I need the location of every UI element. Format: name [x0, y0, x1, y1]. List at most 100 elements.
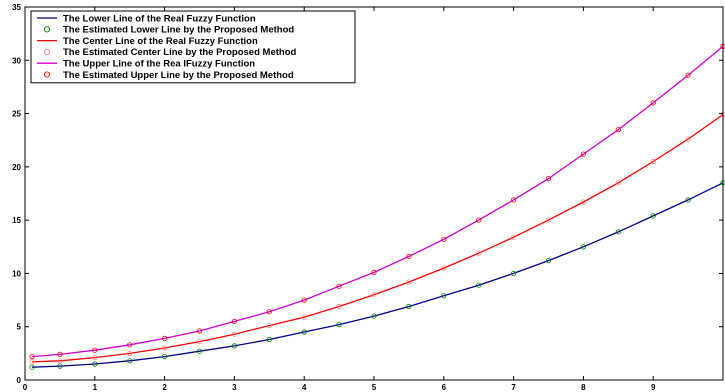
data-point — [545, 257, 552, 264]
data-point — [336, 303, 342, 310]
data-point — [162, 345, 168, 351]
series-3 — [29, 112, 725, 365]
data-point — [441, 265, 447, 271]
x-tick-label: 9 — [651, 383, 656, 392]
data-point — [650, 158, 656, 165]
x-tick-label: 3 — [232, 383, 237, 392]
data-point — [57, 351, 63, 357]
data-point — [266, 322, 272, 329]
x-tick-label: 2 — [162, 383, 167, 392]
data-point — [476, 282, 482, 288]
data-point — [231, 331, 237, 337]
data-point — [406, 279, 412, 285]
data-point — [92, 347, 98, 353]
legend-label: The Upper Line of the Rea lFuzzy Functio… — [63, 59, 255, 70]
legend-item: The Upper Line of the Rea lFuzzy Functio… — [37, 59, 255, 70]
data-point — [580, 199, 587, 205]
legend-box — [30, 10, 356, 84]
data-point — [510, 270, 517, 276]
data-point — [127, 342, 133, 348]
series-line — [31, 114, 724, 363]
data-point — [162, 353, 168, 360]
y-tick-label: 25 — [12, 110, 21, 119]
data-point — [92, 354, 98, 361]
data-point — [196, 338, 203, 345]
data-point — [196, 348, 203, 354]
x-tick-label: 1 — [93, 383, 98, 392]
data-point — [127, 358, 133, 364]
data-point — [196, 328, 203, 334]
series-2 — [31, 114, 724, 363]
data-point — [29, 359, 35, 365]
data-point — [685, 136, 691, 142]
data-point — [127, 350, 133, 356]
x-tick-label: 8 — [581, 383, 586, 392]
series-0 — [31, 182, 724, 368]
data-point — [301, 314, 307, 320]
series-line — [31, 182, 724, 368]
y-tick-label: 15 — [12, 216, 21, 225]
legend-label: The Lower Line of the Real Fuzzy Functio… — [63, 13, 256, 24]
x-tick-label: 4 — [302, 383, 307, 392]
legend-item: The Estimated Center Line by the Propose… — [43, 47, 297, 58]
data-point — [476, 217, 482, 223]
data-point — [615, 229, 621, 235]
data-point — [301, 297, 307, 303]
legend: The Lower Line of the Real Fuzzy Functio… — [30, 10, 356, 84]
data-point — [231, 318, 237, 324]
data-point — [301, 329, 307, 335]
legend-label: The Estimated Lower Line by the Proposed… — [63, 25, 294, 36]
data-point — [231, 343, 237, 349]
y-tick-label: 10 — [12, 269, 21, 278]
data-point — [580, 244, 587, 250]
data-point — [615, 180, 621, 186]
y-tick-label: 30 — [12, 56, 21, 65]
legend-marker-swatch — [43, 48, 51, 55]
data-point — [510, 234, 517, 240]
data-point — [510, 197, 517, 203]
data-point — [57, 358, 63, 364]
series-5 — [29, 43, 725, 360]
legend-item: The Estimated Upper Line by the Proposed… — [43, 70, 294, 81]
y-tick-label: 5 — [17, 323, 22, 332]
series-layer — [29, 43, 725, 370]
y-tick-label: 20 — [12, 163, 21, 172]
data-point — [336, 283, 342, 289]
data-point — [29, 353, 35, 360]
series-line — [31, 45, 724, 358]
data-point — [441, 236, 447, 242]
legend-item: The Center Line of the Real Fuzzy Functi… — [37, 36, 258, 47]
data-point — [406, 303, 412, 310]
data-point — [371, 269, 377, 275]
x-tick-label: 6 — [442, 383, 447, 392]
x-tick-label: 0 — [23, 383, 28, 392]
data-point — [92, 361, 98, 367]
data-point — [29, 364, 35, 370]
data-point — [266, 309, 272, 315]
legend-item: The Estimated Lower Line by the Proposed… — [43, 25, 294, 36]
data-point — [685, 197, 691, 203]
axes-layer: 0 5 10 15 20 25 30 35 0 1 2 3 4 5 6 7 8 9 — [12, 3, 724, 392]
legend-item: The Lower Line of the Real Fuzzy Functio… — [37, 13, 256, 24]
data-point — [545, 176, 552, 182]
x-tick-label: 7 — [511, 383, 516, 392]
data-point — [650, 100, 656, 106]
legend-label: The Estimated Upper Line by the Proposed… — [63, 70, 294, 81]
data-point — [650, 213, 656, 219]
series-4 — [31, 45, 724, 358]
y-tick-label: 0 — [17, 376, 22, 385]
data-point — [371, 292, 377, 298]
data-point — [406, 253, 412, 259]
legend-marker-swatch — [43, 26, 51, 33]
data-point — [615, 127, 621, 133]
data-point — [371, 313, 377, 319]
data-point — [441, 293, 447, 299]
x-tick-label: 5 — [372, 383, 377, 392]
data-point — [162, 335, 168, 341]
data-point — [266, 336, 272, 343]
series-1 — [29, 180, 725, 370]
data-point — [545, 217, 552, 223]
legend-label: The Estimated Center Line by the Propose… — [63, 47, 297, 58]
legend-label: The Center Line of the Real Fuzzy Functi… — [63, 36, 258, 47]
